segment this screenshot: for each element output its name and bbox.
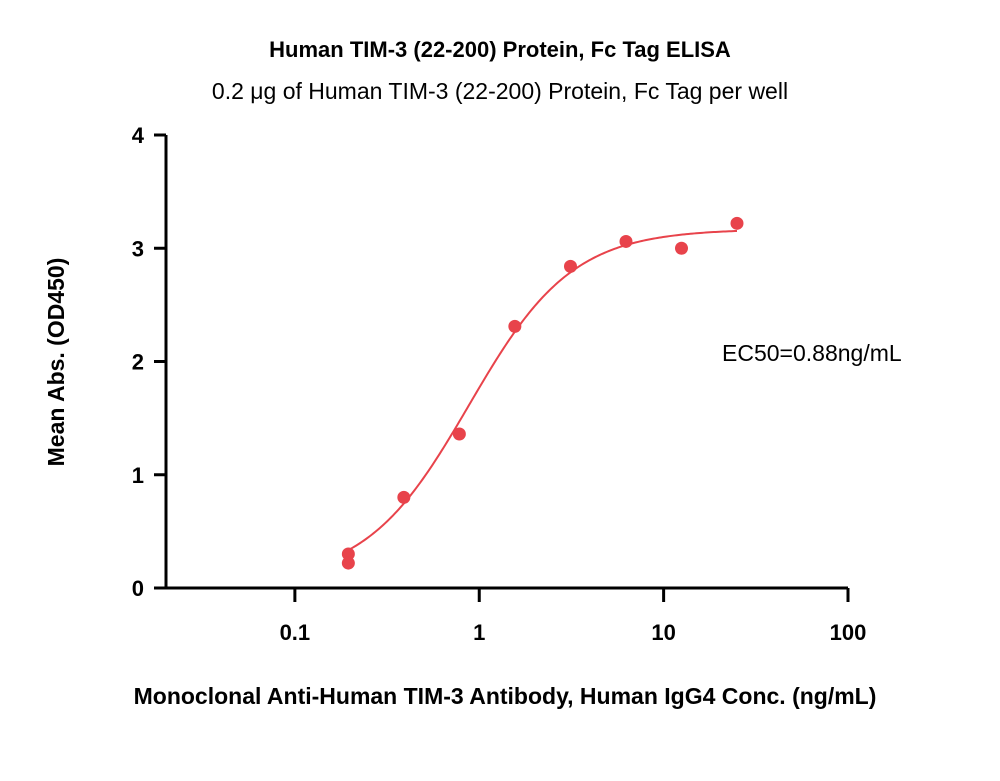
ec50-annotation: EC50=0.88ng/mL — [722, 340, 902, 366]
x-tick-label: 10 — [651, 620, 675, 645]
data-point — [397, 490, 411, 504]
data-point — [508, 319, 522, 333]
y-tick-label: 1 — [132, 463, 144, 488]
y-axis: 0 1 2 3 4 — [132, 123, 168, 601]
x-tick-label: 1 — [473, 620, 485, 645]
y-tick-label: 4 — [132, 123, 145, 148]
chart-title: Human TIM-3 (22-200) Protein, Fc Tag ELI… — [269, 37, 731, 62]
y-tick-label: 0 — [132, 576, 144, 601]
y-axis-label: Mean Abs. (OD450) — [43, 258, 69, 467]
x-tick-label: 0.1 — [280, 620, 311, 645]
x-axis: 0.1 1 10 100 — [166, 586, 867, 645]
data-point — [341, 556, 355, 570]
data-point — [563, 259, 577, 273]
data-point — [341, 547, 355, 561]
data-point — [674, 241, 688, 255]
fit-curve — [347, 229, 738, 552]
y-tick-label: 2 — [132, 350, 144, 375]
y-tick-label: 3 — [132, 236, 144, 261]
data-points — [341, 216, 744, 570]
x-axis-label: Monoclonal Anti-Human TIM-3 Antibody, Hu… — [134, 683, 877, 709]
data-point — [452, 427, 466, 441]
data-point — [730, 216, 744, 230]
data-point — [619, 234, 633, 248]
x-tick-label: 100 — [830, 620, 867, 645]
chart-subtitle: 0.2 μg of Human TIM-3 (22-200) Protein, … — [212, 78, 788, 104]
